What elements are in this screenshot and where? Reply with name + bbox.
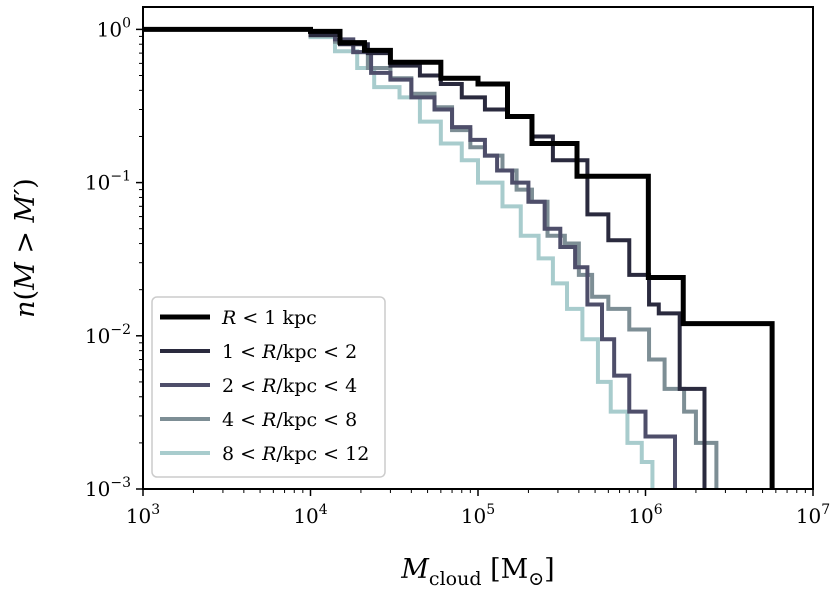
x-tick-label: 105 (461, 502, 495, 528)
y-tick-label: 10−3 (85, 475, 131, 501)
legend: R < 1 kpc 1 < R/kpc < 2 2 < R/kpc < 4 4 < R… (151, 296, 386, 478)
legend-label-8-r-kpc-12: 8 < R/kpc < 12 (222, 443, 369, 465)
series-layer (143, 26, 775, 489)
x-axis-label: Mcloud [M⊙] (400, 554, 554, 590)
legend-label-1-r-kpc-2: 1 < R/kpc < 2 (222, 341, 357, 363)
legend-label-r-1-kpc: R < 1 kpc (221, 307, 317, 329)
axis-labels: Mcloud [M⊙] n(M > M′) (10, 178, 555, 590)
y-tick-label: 100 (97, 15, 131, 41)
series-line-2-r-kpc-4 (143, 27, 677, 489)
x-tick-label: 103 (126, 502, 160, 528)
legend-label-2-r-kpc-4: 2 < R/kpc < 4 (222, 375, 357, 397)
y-tick-label: 10−2 (85, 322, 131, 348)
tick-layer: 103 104 105 106 107 10−3 10−2 10−1 100 (85, 15, 830, 528)
series-line-r-1-kpc (143, 26, 775, 489)
x-tick-label: 107 (796, 502, 830, 528)
x-tick-label: 104 (293, 502, 327, 528)
y-tick-label: 10−1 (85, 169, 131, 195)
x-tick-label: 106 (628, 502, 662, 528)
legend-label-4-r-kpc-8: 4 < R/kpc < 8 (222, 409, 357, 431)
y-axis-label: n(M > M′) (10, 178, 41, 318)
legend-box (151, 296, 386, 478)
